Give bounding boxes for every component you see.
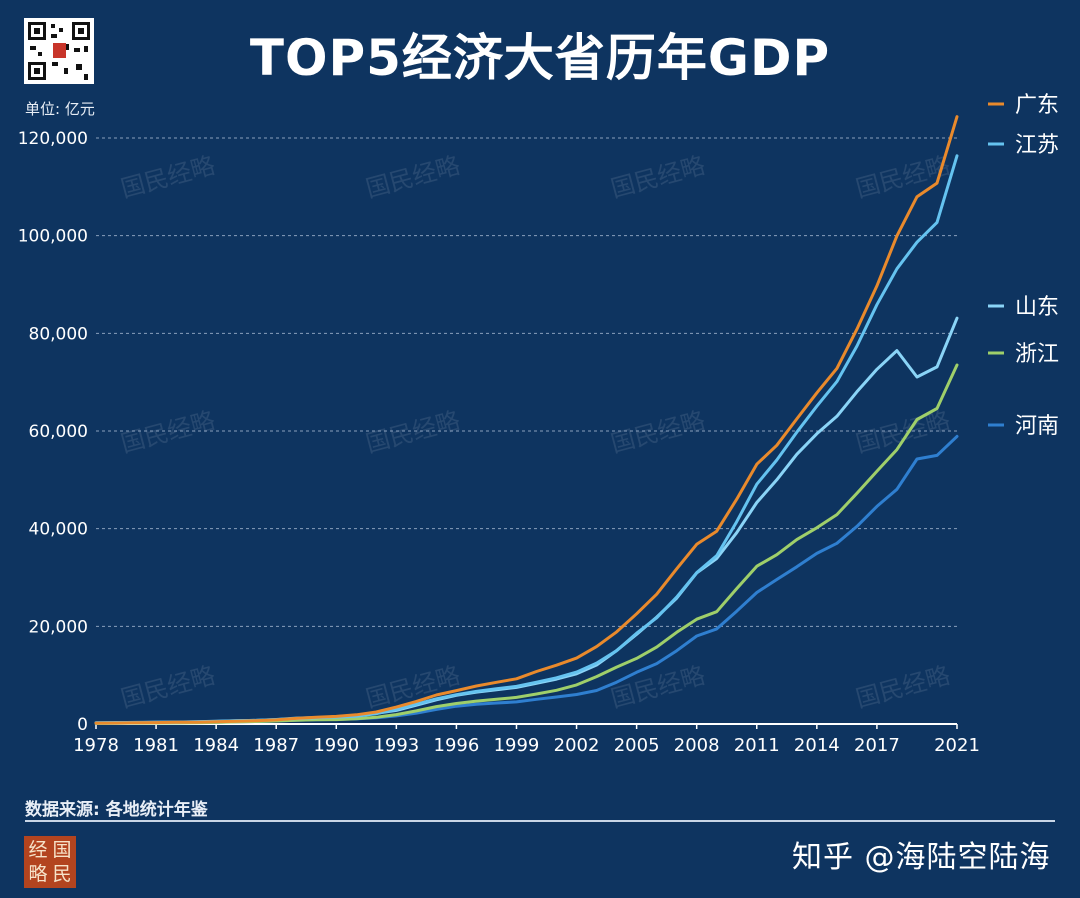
legend-label-shandong: 山东 bbox=[1015, 295, 1059, 320]
series-line-jiangsu bbox=[94, 154, 959, 725]
x-tick-label: 2011 bbox=[734, 735, 780, 756]
unit-label: 单位: 亿元 bbox=[25, 100, 95, 118]
legend-label-henan: 河南 bbox=[1015, 414, 1059, 439]
grid-lines bbox=[96, 137, 957, 627]
watermark-text: 国民经略 bbox=[118, 151, 218, 203]
chart-title: TOP5经济大省历年GDP bbox=[249, 29, 831, 87]
y-axis-ticks: 0 20,000 40,000 60,000 80,000 100,000 120,000 bbox=[18, 129, 88, 735]
watermark-text: 国民经略 bbox=[363, 406, 463, 458]
series-line-guangdong bbox=[94, 115, 959, 725]
zhihu-watermark: 知乎 @海陆空陆海 bbox=[792, 840, 1051, 875]
x-tick-label: 1984 bbox=[193, 735, 239, 756]
logo-char: 经 bbox=[28, 839, 48, 861]
x-tick-label: 2021 bbox=[934, 735, 980, 756]
watermark-text: 国民经略 bbox=[853, 406, 953, 458]
logo-char: 民 bbox=[52, 863, 72, 885]
x-axis: 1978 1981 1984 1987 1990 1993 1996 1999 2002 2005… bbox=[73, 723, 980, 756]
logo-char: 国 bbox=[52, 839, 72, 861]
legend-label-guangdong: 广东 bbox=[1015, 93, 1059, 118]
x-tick-label: 1978 bbox=[73, 735, 119, 756]
x-tick-label: 1990 bbox=[313, 735, 359, 756]
watermark-text: 国民经略 bbox=[853, 661, 953, 713]
x-tick-label: 1981 bbox=[133, 735, 179, 756]
y-tick-label: 40,000 bbox=[29, 520, 88, 540]
y-tick-label: 100,000 bbox=[18, 227, 88, 247]
x-tick-label: 1993 bbox=[373, 735, 419, 756]
watermark-text: 国民经略 bbox=[363, 151, 463, 203]
y-tick-label: 60,000 bbox=[29, 422, 88, 442]
brand-logo: 经 国 略 民 bbox=[24, 836, 76, 888]
legend-label-jiangsu: 江苏 bbox=[1015, 133, 1059, 158]
x-tick-label: 1999 bbox=[494, 735, 540, 756]
series-lines bbox=[94, 115, 959, 725]
x-tick-label: 2014 bbox=[794, 735, 840, 756]
watermark-text: 国民经略 bbox=[118, 661, 218, 713]
watermark-text: 国民经略 bbox=[118, 406, 218, 458]
x-tick-label: 1987 bbox=[253, 735, 299, 756]
y-tick-label: 0 bbox=[77, 715, 88, 735]
watermark-text: 国民经略 bbox=[608, 406, 708, 458]
legend-label-zhejiang: 浙江 bbox=[1015, 342, 1059, 367]
series-line-henan bbox=[94, 434, 959, 725]
qr-code[interactable] bbox=[24, 18, 94, 84]
y-tick-label: 80,000 bbox=[29, 324, 88, 344]
x-tick-label: 2005 bbox=[614, 735, 660, 756]
y-tick-label: 120,000 bbox=[18, 129, 88, 149]
x-tick-label: 2002 bbox=[554, 735, 600, 756]
data-source: 数据来源: 各地统计年鉴 bbox=[25, 800, 208, 820]
x-tick-label: 2017 bbox=[854, 735, 900, 756]
watermark-text: 国民经略 bbox=[608, 661, 708, 713]
y-tick-label: 20,000 bbox=[29, 617, 88, 637]
x-tick-label: 1996 bbox=[434, 735, 480, 756]
x-tick-label: 2008 bbox=[674, 735, 720, 756]
logo-char: 略 bbox=[28, 863, 48, 885]
watermark-text: 国民经略 bbox=[608, 151, 708, 203]
series-line-zhejiang bbox=[94, 363, 959, 725]
footer-divider bbox=[25, 820, 1055, 822]
